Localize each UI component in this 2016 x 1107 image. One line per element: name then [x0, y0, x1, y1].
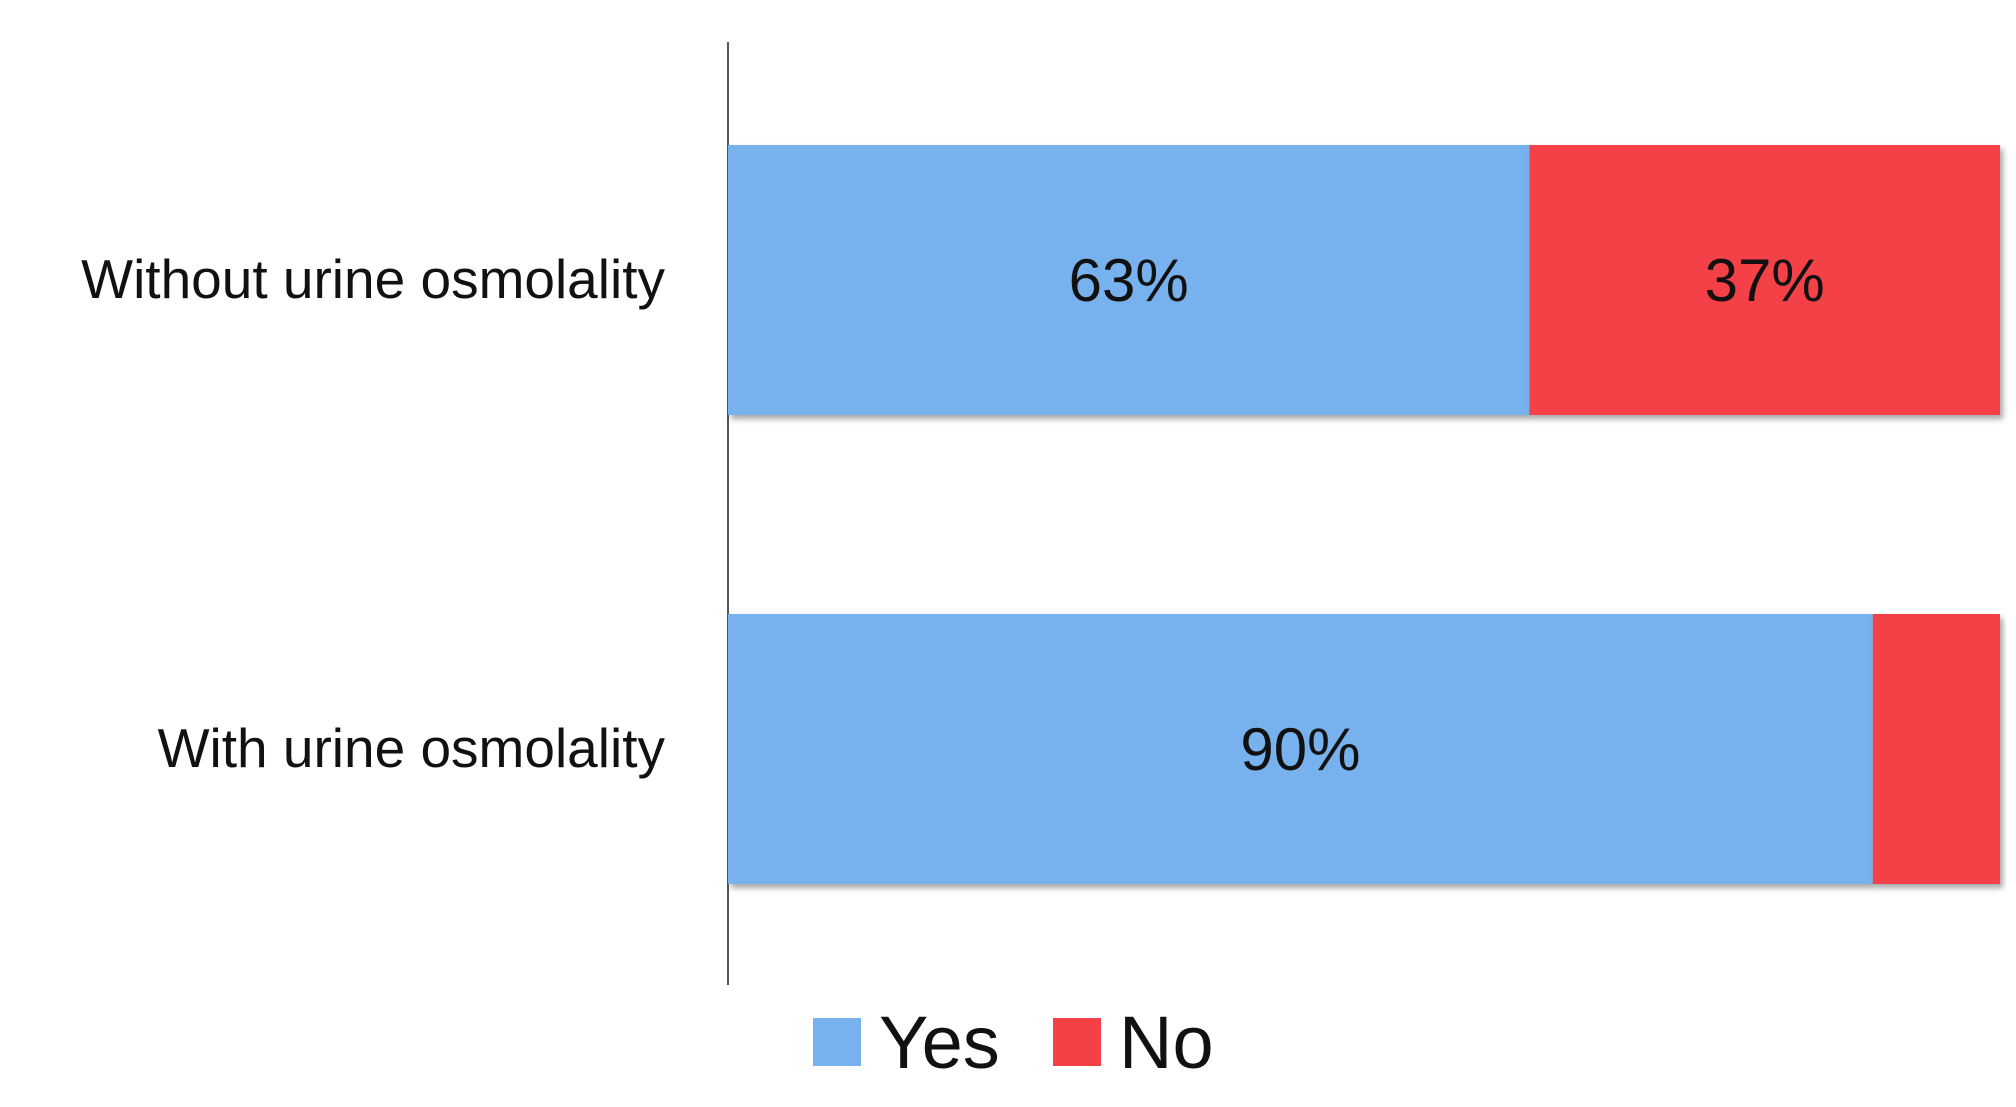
bar-no-without-urine-osmolality [1529, 145, 2000, 415]
legend: Yes No [813, 1001, 1214, 1084]
category-label-with-urine-osmolality: With urine osmolality [158, 717, 666, 779]
bar-yes-without-urine-osmolality [728, 145, 1530, 415]
legend-swatch-yes [813, 1018, 861, 1066]
bar-yes-with-urine-osmolality [728, 614, 1873, 884]
legend-swatch-no [1053, 1018, 1101, 1066]
data-label-yes-with-urine-osmolality: 90% [1240, 716, 1360, 783]
data-label-no-without-urine-osmolality: 37% [1705, 247, 1825, 314]
bar-no-with-urine-osmolality [1872, 614, 2000, 884]
legend-label-yes: Yes [879, 1001, 1000, 1084]
bars-group [728, 145, 2000, 884]
value-labels: 63%37%90%10% [1069, 247, 1825, 783]
category-label-without-urine-osmolality: Without urine osmolality [81, 248, 665, 310]
category-labels: Without urine osmolality With urine osmol… [81, 248, 665, 779]
legend-label-no: No [1119, 1001, 1214, 1084]
data-label-yes-without-urine-osmolality: 63% [1069, 247, 1189, 314]
